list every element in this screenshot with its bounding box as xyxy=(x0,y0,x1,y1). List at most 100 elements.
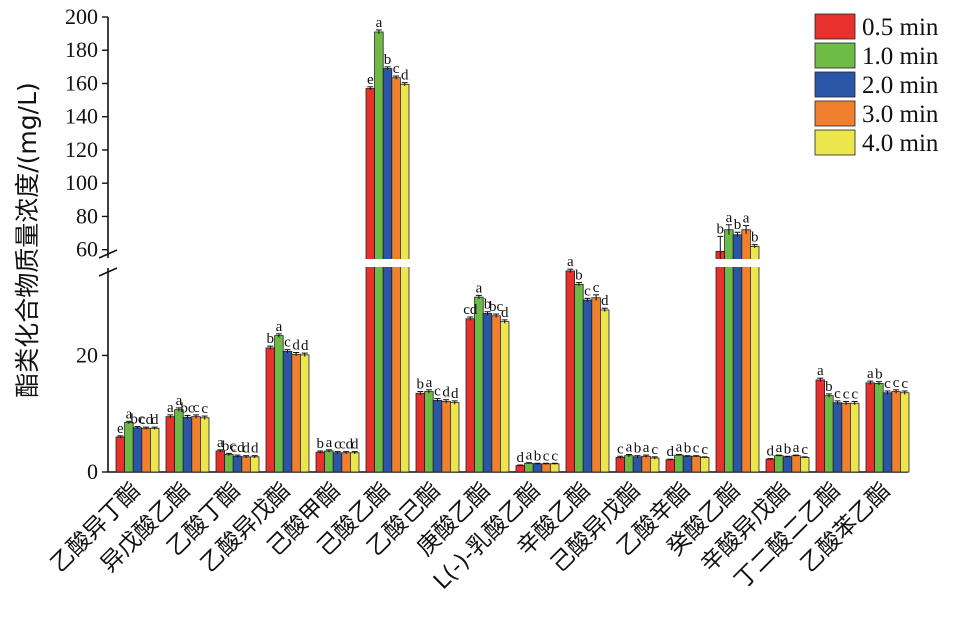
significance-label: c xyxy=(701,442,708,458)
y-tick-label: 80 xyxy=(76,203,98,228)
significance-label: b xyxy=(267,331,275,347)
bar xyxy=(732,234,743,473)
bar xyxy=(691,455,701,473)
significance-label: bc xyxy=(222,438,237,454)
significance-label: d xyxy=(517,450,525,466)
legend-label[interactable]: 3.0 min xyxy=(862,101,939,128)
bar xyxy=(900,392,910,473)
significance-label: a xyxy=(793,440,800,456)
y-tick-label: 20 xyxy=(76,342,98,367)
bar xyxy=(624,455,634,473)
significance-label: b xyxy=(317,436,325,452)
significance-label: c xyxy=(617,441,624,457)
significance-label: b xyxy=(575,268,583,284)
significance-label: c xyxy=(393,61,400,77)
bar xyxy=(282,350,293,473)
y-tick-label: 180 xyxy=(65,37,98,62)
bar xyxy=(499,321,510,473)
legend-swatch[interactable] xyxy=(814,71,856,98)
bar xyxy=(550,463,560,473)
bar xyxy=(132,427,143,473)
significance-label: c xyxy=(893,375,900,391)
bar xyxy=(882,392,893,473)
significance-label: b xyxy=(534,448,542,464)
bar xyxy=(324,450,334,473)
bar xyxy=(565,270,576,473)
bar xyxy=(582,299,593,473)
bar xyxy=(182,416,193,473)
significance-label: d xyxy=(451,386,459,402)
significance-label: b xyxy=(825,379,833,395)
bar xyxy=(391,77,401,473)
bar xyxy=(791,455,801,473)
bar xyxy=(832,402,843,473)
bar xyxy=(199,417,210,473)
legend-label[interactable]: 0.5 min xyxy=(862,14,939,41)
significance-label: d xyxy=(242,441,250,457)
significance-label: a xyxy=(167,400,174,416)
significance-label: d xyxy=(292,338,300,354)
significance-label: a xyxy=(776,440,783,456)
legend-swatch[interactable] xyxy=(814,100,856,127)
legend-swatch[interactable] xyxy=(814,42,856,69)
significance-label: c xyxy=(651,442,658,458)
significance-label: a xyxy=(817,363,824,379)
bar xyxy=(841,402,851,473)
significance-label: a xyxy=(643,440,650,456)
significance-label: cd xyxy=(139,412,154,428)
significance-label: c xyxy=(334,437,341,453)
significance-label: d xyxy=(767,444,775,460)
significance-label: c xyxy=(201,401,208,417)
significance-label: d xyxy=(251,441,259,457)
bar xyxy=(332,452,343,473)
bar xyxy=(782,456,793,473)
legend-label[interactable]: 1.0 min xyxy=(862,43,939,70)
significance-label: c xyxy=(434,384,441,400)
significance-label: b xyxy=(684,441,692,457)
bar xyxy=(715,250,726,473)
significance-label: a xyxy=(276,319,283,335)
significance-label: bc xyxy=(180,400,195,416)
significance-label: a xyxy=(376,15,383,31)
significance-label: b xyxy=(784,441,792,457)
significance-label: c xyxy=(843,386,850,402)
significance-label: e xyxy=(367,72,374,88)
significance-label: d xyxy=(667,444,675,460)
significance-label: b xyxy=(634,441,642,457)
axis-break-mark xyxy=(98,249,118,259)
significance-label: a xyxy=(743,211,750,227)
significance-label: cd xyxy=(339,437,354,453)
bar xyxy=(141,427,151,473)
legend-swatch[interactable] xyxy=(814,129,856,156)
bar xyxy=(174,409,184,473)
legend-label[interactable]: 4.0 min xyxy=(862,130,939,157)
bar xyxy=(600,309,610,473)
bar xyxy=(682,455,693,473)
significance-label: c xyxy=(834,386,841,402)
significance-label: a xyxy=(176,393,183,409)
bar xyxy=(299,354,310,473)
significance-label: cd xyxy=(463,302,478,318)
axis-break-gap xyxy=(100,259,910,267)
bar xyxy=(249,456,260,473)
bar xyxy=(865,382,876,473)
bar xyxy=(850,402,860,473)
bar xyxy=(265,347,276,473)
significance-label: bc xyxy=(130,412,145,428)
significance-label: b xyxy=(751,230,759,246)
bar xyxy=(165,416,176,473)
legend-label[interactable]: 2.0 min xyxy=(862,72,939,99)
bar xyxy=(124,422,134,473)
bar xyxy=(650,457,660,473)
bar xyxy=(524,462,534,473)
significance-label: a xyxy=(626,440,633,456)
significance-label: c xyxy=(551,448,558,464)
significance-label: b xyxy=(484,297,492,313)
bar xyxy=(641,455,651,473)
significance-label: d xyxy=(442,385,450,401)
bar xyxy=(541,463,551,473)
bar xyxy=(415,392,426,473)
legend-swatch[interactable] xyxy=(814,13,856,40)
significance-label: a xyxy=(426,375,433,391)
